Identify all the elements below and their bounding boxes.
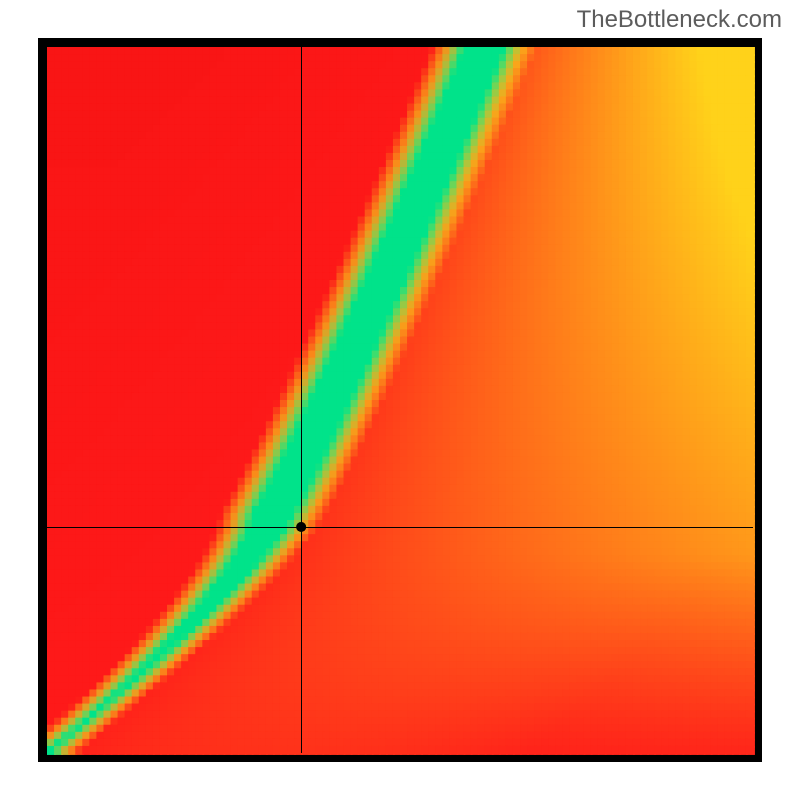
heatmap-plot (38, 38, 762, 762)
heatmap-canvas (38, 38, 762, 762)
watermark-text: TheBottleneck.com (577, 6, 782, 34)
